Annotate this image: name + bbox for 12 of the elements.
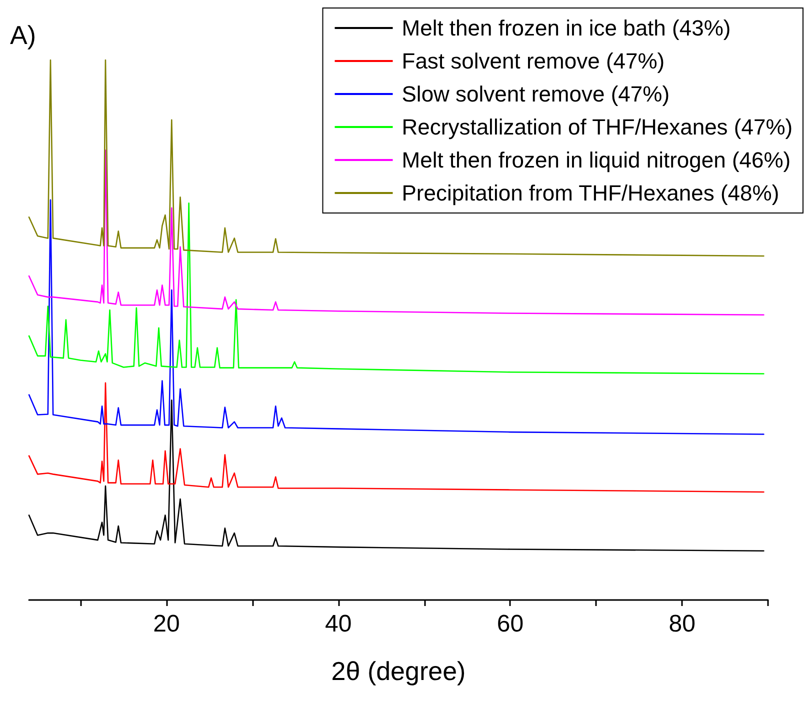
text: A) (10, 20, 36, 50)
legend-label: Slow solvent remove (47%) (402, 82, 670, 106)
x-tick-label: 60 (496, 610, 524, 638)
x-tick-label: 20 (153, 610, 180, 638)
x-tick-label: 40 (324, 610, 352, 638)
legend-label: Melt then frozen in ice bath (43%) (402, 16, 731, 40)
legend-label: Precipitation from THF/Hexanes (48%) (402, 180, 780, 206)
legend-label: Recrystallization of THF/Hexanes (47%) (402, 114, 793, 140)
legend-label: Melt then frozen in liquid nitrogen (46%) (402, 148, 791, 172)
x-tick-label: 80 (668, 610, 696, 638)
x-axis-title: 2θ (degree) (331, 656, 466, 686)
legend-label: Fast solvent remove (47%) (402, 48, 665, 74)
